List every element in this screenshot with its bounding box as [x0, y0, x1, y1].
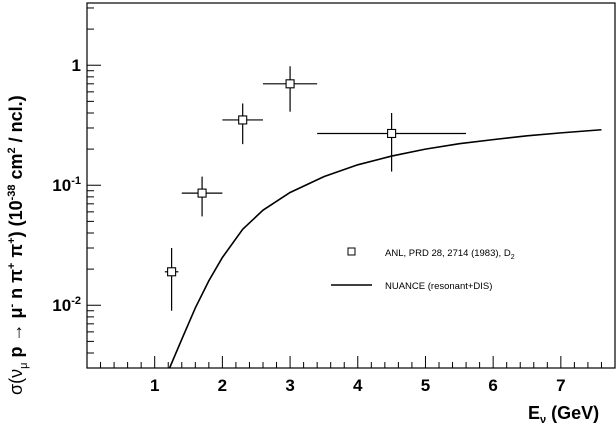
y-tick-label: 10-1 — [52, 175, 81, 195]
legend-label-anl: ANL, PRD 28, 2714 (1983), D2 — [385, 248, 515, 261]
point-marker — [167, 267, 177, 277]
model-curve — [168, 128, 602, 369]
legend-marker-anl — [347, 247, 356, 256]
x-tick-label: 5 — [421, 376, 430, 395]
axis-ticks: 1 2 3 4 5 6 7 1 10-1 10-2 — [52, 7, 602, 395]
x-tick-label: 1 — [150, 376, 159, 395]
data-point — [317, 112, 467, 172]
legend: ANL, PRD 28, 2714 (1983), D2 NUANCE (reso… — [331, 247, 515, 292]
point-marker — [387, 128, 397, 139]
data-point — [222, 103, 263, 145]
y-tick-label: 1 — [72, 56, 81, 75]
x-tick-label: 6 — [488, 376, 497, 395]
x-tick-label: 4 — [353, 376, 363, 395]
y-axis-label: σ(νμ p → μ- n π+ π+) (10-38 cm2 / ncl.) — [6, 95, 30, 395]
x-tick-label: 3 — [285, 376, 294, 395]
plot-frame — [86, 2, 616, 369]
points-layer — [164, 66, 467, 311]
x-tick-label: 2 — [218, 376, 227, 395]
curve-layer — [168, 128, 602, 369]
point-marker — [238, 115, 248, 125]
point-marker — [197, 188, 207, 198]
y-tick-label: 10-2 — [52, 295, 81, 315]
data-point — [263, 66, 318, 112]
legend-label-nuance: NUANCE (resonant+DIS) — [385, 281, 492, 292]
data-point — [164, 247, 179, 311]
data-point — [181, 176, 223, 217]
x-axis-label: Eν (GeV) — [528, 403, 599, 426]
point-marker — [285, 79, 295, 89]
x-tick-label: 7 — [556, 376, 565, 395]
